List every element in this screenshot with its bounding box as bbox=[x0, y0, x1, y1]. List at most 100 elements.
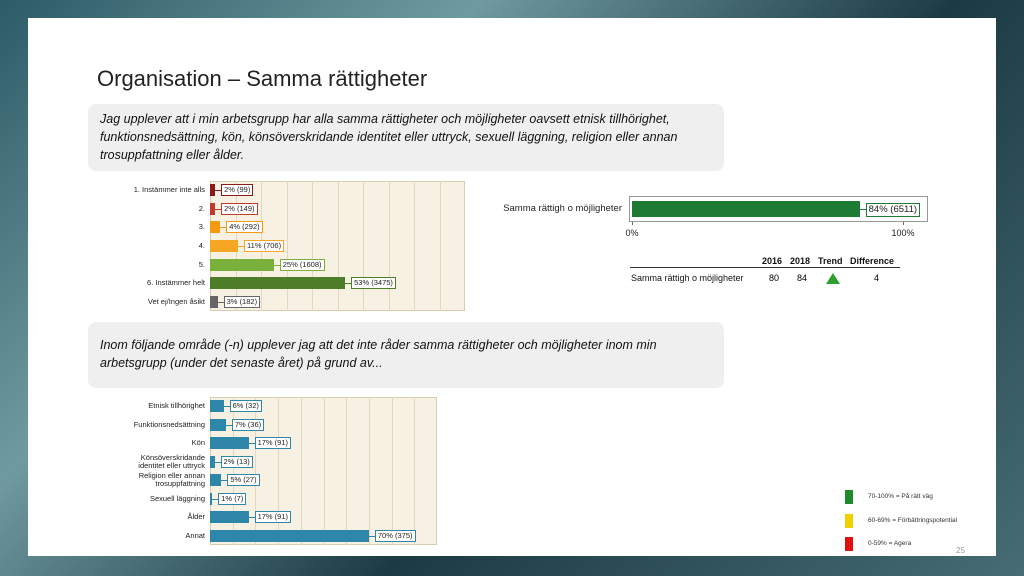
grid-line bbox=[388, 181, 390, 311]
category-label: 3. bbox=[198, 222, 205, 232]
label-connector bbox=[217, 301, 224, 303]
bar bbox=[210, 202, 216, 215]
trend-up bbox=[826, 273, 840, 284]
grid-line bbox=[363, 181, 364, 311]
value-label: 2% (13) bbox=[220, 455, 253, 468]
slide-title: Organisation – Samma rättigheter bbox=[97, 66, 428, 91]
label-connector bbox=[238, 246, 245, 247]
grid-line bbox=[312, 181, 313, 311]
value-label: 84% (6511) bbox=[865, 203, 921, 217]
category-label: Funktionsnedsättning bbox=[133, 419, 205, 429]
value-label: 1% (7) bbox=[218, 492, 247, 505]
label-connector bbox=[215, 190, 222, 192]
bar bbox=[210, 184, 216, 197]
category-label: Samma rättigh o möjligheter bbox=[503, 203, 622, 214]
grid-line bbox=[286, 181, 288, 311]
label-connector bbox=[212, 498, 219, 500]
bar bbox=[210, 529, 369, 542]
category-label: Ålder bbox=[187, 512, 205, 522]
table-header: Trend bbox=[818, 256, 843, 266]
table-header: Difference bbox=[850, 256, 895, 266]
value-label: 11% (706) bbox=[244, 240, 285, 252]
table-header: 2018 bbox=[790, 256, 811, 266]
key-swatch bbox=[845, 513, 853, 528]
bar bbox=[210, 474, 222, 487]
label-connector bbox=[215, 208, 222, 210]
grid-line bbox=[439, 181, 441, 311]
key-label: 70-100% = På rätt väg bbox=[868, 493, 933, 500]
value-label: 7% (36) bbox=[231, 418, 265, 431]
bar bbox=[632, 201, 860, 217]
category-label: 5. bbox=[198, 259, 205, 269]
bar bbox=[210, 455, 215, 468]
x-tick-label: 0% bbox=[625, 228, 639, 238]
label-connector bbox=[273, 264, 280, 266]
label-connector bbox=[248, 443, 255, 445]
label-connector bbox=[220, 227, 227, 229]
tick-mark bbox=[632, 222, 633, 225]
category-label: Kön bbox=[191, 438, 205, 448]
value-label: 17% (91) bbox=[254, 437, 292, 450]
value-label: 6% (32) bbox=[229, 400, 262, 413]
x-tick-label: 100% bbox=[891, 228, 915, 238]
value-label: 5% (27) bbox=[227, 474, 260, 487]
bar bbox=[210, 221, 221, 234]
bar bbox=[210, 240, 239, 252]
table-rule bbox=[630, 267, 900, 268]
grid-line bbox=[278, 397, 280, 545]
slide: Organisation – Samma rättigheter Jag upp… bbox=[28, 18, 996, 556]
category-label: Vet ej/Ingen åsikt bbox=[147, 296, 205, 306]
bar bbox=[210, 295, 218, 308]
question: Jag upplever att i min arbetsgrupp har a… bbox=[88, 104, 724, 171]
label-connector bbox=[859, 209, 866, 210]
value-label: 17% (91) bbox=[254, 511, 292, 524]
value-label: 3% (182) bbox=[223, 295, 261, 308]
grid-line bbox=[391, 397, 393, 545]
grid-line bbox=[414, 397, 416, 545]
grid-line bbox=[323, 397, 325, 545]
value-label: 2% (149) bbox=[221, 202, 258, 215]
page-number: 25 bbox=[956, 546, 965, 555]
bar bbox=[210, 492, 213, 505]
grid-line bbox=[368, 397, 370, 545]
table-header: 2016 bbox=[762, 256, 783, 266]
grid-line bbox=[300, 397, 302, 545]
category-label: 4. bbox=[198, 241, 205, 250]
row-label: Samma rättigh o möjligheter bbox=[631, 273, 744, 283]
grid-line bbox=[232, 397, 234, 545]
key-swatch bbox=[845, 490, 853, 504]
label-connector bbox=[368, 535, 375, 537]
category-label: Etnisk tillhörighet bbox=[148, 401, 205, 411]
category-label: 6. Instämmer helt bbox=[147, 278, 205, 288]
category-label: 2. bbox=[198, 203, 205, 213]
cell: 4 bbox=[874, 273, 880, 283]
category-label: Sexuell läggning bbox=[149, 493, 205, 503]
grid-line bbox=[346, 397, 348, 545]
question: Inom följande område (-n) upplever jag a… bbox=[88, 322, 724, 388]
label-connector bbox=[223, 406, 230, 408]
grid-line bbox=[337, 181, 339, 311]
bar bbox=[210, 277, 346, 290]
label-connector bbox=[248, 517, 255, 519]
key-label: 60-69% = Förbättringspotential bbox=[868, 516, 958, 524]
plot-frame bbox=[629, 196, 928, 222]
value-label: 53% (3475) bbox=[351, 277, 396, 290]
category-label: Annat bbox=[185, 530, 205, 540]
key-label: 0-59% = Agera bbox=[868, 540, 912, 547]
tick-mark bbox=[903, 222, 904, 225]
cell: 80 bbox=[769, 273, 780, 283]
grid-line bbox=[255, 397, 257, 545]
grid-line bbox=[414, 181, 415, 311]
label-connector bbox=[345, 283, 352, 285]
value-label: 25% (1608) bbox=[279, 258, 325, 271]
category-label: 1. Instämmer inte alls bbox=[133, 185, 205, 195]
label-connector bbox=[221, 480, 228, 482]
bar bbox=[210, 418, 226, 431]
value-label: 70% (375) bbox=[374, 529, 416, 542]
category-label: Religion eller annan trosuppfattning bbox=[138, 471, 205, 489]
label-connector bbox=[214, 461, 221, 463]
value-label: 4% (292) bbox=[226, 221, 263, 234]
value-label: 2% (99) bbox=[221, 184, 254, 197]
label-connector bbox=[225, 424, 232, 426]
